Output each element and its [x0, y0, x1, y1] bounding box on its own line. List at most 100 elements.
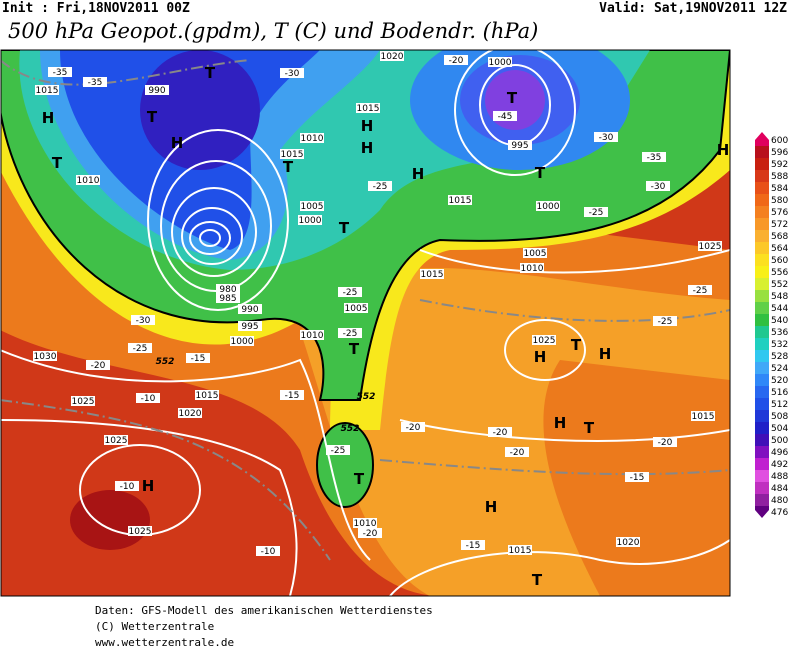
temperature-label: -35 [88, 78, 103, 88]
isobar-label: 1030 [34, 352, 57, 362]
isobar-label-bg [216, 284, 240, 294]
colorbar-label: 536 [771, 328, 788, 338]
temperature-label-bg [280, 390, 304, 400]
footer-text: (C) Wetterzentrale [95, 620, 214, 633]
colorbar-swatch [755, 302, 769, 314]
isobar-label-bg [76, 175, 100, 185]
isobar-label-bg [353, 518, 377, 528]
temperature-label: -15 [191, 354, 206, 364]
isobar-label-bg [238, 321, 262, 331]
isobar-label-bg [523, 248, 547, 258]
temperature-label-bg [625, 472, 649, 482]
isobar-label: 1020 [381, 52, 404, 62]
colorbar-swatch [755, 410, 769, 422]
isotherms [1, 59, 730, 561]
footer-text: Daten: GFS-Modell des amerikanischen Wet… [95, 604, 433, 617]
colorbar-label: 476 [771, 508, 788, 518]
valid-time: Valid: Sat,19NOV2011 12Z [599, 1, 787, 16]
colorbar-label: 548 [771, 292, 788, 302]
colorbar-swatch [755, 182, 769, 194]
isobar-label: 1005 [524, 249, 547, 259]
colorbar-label: 592 [771, 160, 788, 170]
temperature-label-bg [368, 181, 392, 191]
isobar-label-bg [380, 51, 404, 61]
colorbar-swatch [755, 290, 769, 302]
pressure-center: T [535, 164, 546, 182]
colorbar-swatch [755, 362, 769, 374]
isobar-label-bg [356, 103, 380, 113]
temperature-label: -30 [651, 182, 666, 192]
pressure-center: T [283, 158, 294, 176]
isobar-label: 1015 [692, 412, 715, 422]
pressure-center: T [339, 219, 350, 237]
temperature-label-bg [646, 181, 670, 191]
temperature-label-bg [131, 315, 155, 325]
temperature-label-bg [358, 528, 382, 538]
isobar-label: 1015 [509, 546, 532, 556]
temperature-label-bg [594, 132, 618, 142]
isobar-label-bg [178, 408, 202, 418]
isobar-label: 995 [511, 141, 528, 151]
temperature-label: -20 [363, 529, 378, 539]
temperature-label-bg [584, 207, 608, 217]
isobar-label-bg [33, 351, 57, 361]
temperature-label-bg [653, 437, 677, 447]
colorbar-swatch [755, 350, 769, 362]
isobar-label: 995 [241, 322, 258, 332]
isobar-label: 1025 [129, 527, 152, 537]
colorbar-label: 540 [771, 316, 788, 326]
isobar-label-bg [35, 85, 59, 95]
isobar-label-bg [616, 537, 640, 547]
isobar-label: 1015 [421, 270, 444, 280]
isobar-label: 1020 [617, 538, 640, 548]
temperature-label: -20 [449, 56, 464, 66]
colorbar-label: 552 [771, 280, 788, 290]
colorbar-swatch [755, 494, 769, 506]
colorbar-label: 544 [771, 304, 788, 314]
isobar-label-bg [698, 241, 722, 251]
temperature-label: -10 [120, 482, 135, 492]
colorbar-label: 560 [771, 256, 788, 266]
pressure-center: H [717, 141, 730, 159]
temperature-label: -25 [658, 317, 673, 327]
temperature-label-bg [688, 285, 712, 295]
temperature-label-bg [401, 422, 425, 432]
colorbar-label: 600 [771, 136, 788, 146]
colorbar-label: 496 [771, 448, 788, 458]
pressure-center: T [354, 470, 365, 488]
temperature-label-bg [505, 447, 529, 457]
temperature-label: -25 [373, 182, 388, 192]
temperature-label: -35 [647, 153, 662, 163]
temperature-label: -15 [285, 391, 300, 401]
isobar-label-bg [508, 545, 532, 555]
isobar-label: 1010 [521, 264, 544, 274]
temperature-label: -25 [133, 344, 148, 354]
isobar-label: 1025 [105, 436, 128, 446]
temperature-label: -35 [53, 68, 68, 78]
colorbar-swatch [755, 266, 769, 278]
isobar-label-bg [488, 57, 512, 67]
pressure-center: H [361, 139, 374, 157]
temperature-label-bg [83, 77, 107, 87]
colorbar-swatch [755, 338, 769, 350]
isobar-label: 1015 [357, 104, 380, 114]
colorbar-swatch [755, 194, 769, 206]
temperature-label-bg [653, 316, 677, 326]
isobar-label-bg [230, 336, 254, 346]
map-frame [0, 49, 731, 597]
pressure-center: H [42, 109, 55, 127]
pressure-center: H [534, 348, 547, 366]
colorbar-swatch [755, 374, 769, 386]
colorbar-swatch [755, 206, 769, 218]
contour-label: 552 [357, 392, 376, 402]
pressure-center: T [349, 340, 360, 358]
colorbar-label: 572 [771, 220, 788, 230]
colorbar-label: 516 [771, 388, 788, 398]
temperature-label: -10 [141, 394, 156, 404]
temperature-label: -10 [261, 547, 276, 557]
temperature-label: -20 [91, 361, 106, 371]
colorbar-label: 480 [771, 496, 788, 506]
colorbar-label: 596 [771, 148, 788, 158]
isobar-label: 1010 [354, 519, 377, 529]
